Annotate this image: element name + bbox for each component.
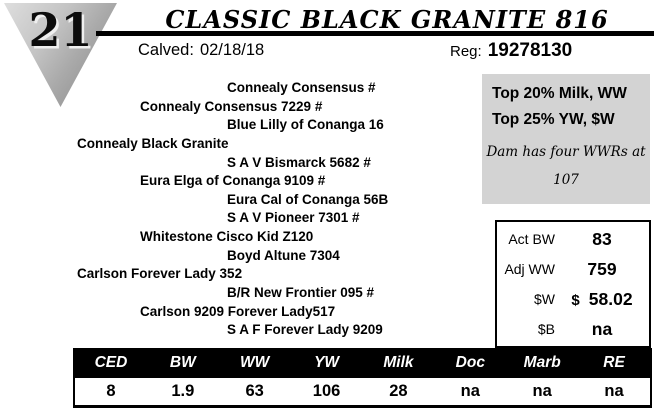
stats-box: Act BW 83 Adj WW 759 $W $58.02 $B na [495, 220, 651, 348]
stat-value: 83 [555, 229, 649, 250]
epd-header-cell: CED [94, 354, 128, 371]
pedigree-entry: Whitestone Cisco Kid Z120 [140, 229, 314, 245]
registration-row: Reg: 19278130 [450, 40, 572, 62]
epd-value-cell: 28 [389, 382, 408, 400]
epd-header-cell: RE [603, 354, 625, 371]
epd-value-cell: na [532, 382, 552, 400]
epd-table: CED BW WW YW Milk Doc Marb RE 8 1.9 63 106 28 na na na [73, 348, 652, 408]
pedigree-entry: S A V Bismarck 5682 # [227, 154, 371, 170]
calved-label: Calved: [138, 41, 194, 59]
pedigree-entry: S A V Pioneer 7301 # [227, 210, 360, 226]
dam-note-line2: 107 [553, 172, 579, 188]
pedigree-entry: Carlson Forever Lady 352 [77, 266, 243, 282]
stat-value-number: 759 [587, 258, 617, 279]
pedigree-entry: Eura Cal of Conanga 56B [227, 191, 389, 207]
epd-value-cell: na [460, 382, 480, 400]
reg-number: 19278130 [487, 40, 573, 61]
epd-value-cell: 1.9 [171, 382, 195, 400]
highlight-line: Top 25% YW, $W [492, 111, 615, 128]
epd-header-row: CED BW WW YW Milk Doc Marb RE [75, 348, 650, 378]
stat-value-number: na [591, 318, 613, 339]
stat-label: $B [537, 321, 555, 337]
epd-value-cell: 63 [245, 382, 264, 400]
pedigree-entry: Boyd Altune 7304 [227, 247, 340, 263]
stat-label: Adj WW [504, 261, 555, 277]
epd-value-row: 8 1.9 63 106 28 na na na [75, 378, 650, 405]
reg-label: Reg: [450, 43, 482, 60]
dam-note-line1: Dam has four WWRs at [486, 144, 646, 160]
pedigree: Connealy Consensus # Connealy Consensus 7… [0, 79, 482, 340]
stat-label: $W [534, 291, 555, 307]
epd-value-cell: 8 [106, 382, 116, 400]
highlights-box: Top 20% Milk, WW Top 25% YW, $W Dam has f… [482, 74, 650, 204]
epd-header-cell: Doc [455, 354, 485, 371]
pedigree-entry: B/R New Frontier 095 # [227, 285, 375, 301]
stat-label: Act BW [508, 231, 555, 247]
pedigree-entry: Eura Elga of Conanga 9109 # [140, 173, 326, 189]
stat-row: $W $58.02 [497, 285, 649, 314]
epd-header-cell: BW [169, 354, 196, 371]
dollar-prefix: $ [571, 291, 580, 309]
stat-value: 759 [555, 259, 649, 280]
stat-value-number: 83 [592, 228, 612, 249]
calved-date: 02/18/18 [199, 41, 265, 59]
pedigree-entry: Connealy Black Granite [77, 135, 229, 151]
pedigree-entry: S A F Forever Lady 9209 [227, 322, 383, 338]
epd-header-cell: YW [314, 354, 340, 371]
pedigree-entry: Carlson 9209 Forever Lady517 [140, 303, 336, 319]
dam-note: Dam has four WWRs at 107 [482, 138, 650, 194]
stat-row: Adj WW 759 [497, 255, 649, 284]
stat-value: na [555, 319, 649, 340]
pedigree-entry: Blue Lilly of Conanga 16 [227, 117, 384, 133]
epd-value-cell: na [604, 382, 624, 400]
title-underline [96, 31, 654, 36]
lot-number: 21 [28, 3, 93, 57]
pedigree-entry: Connealy Consensus # [227, 80, 376, 95]
stat-value: $58.02 [555, 289, 649, 310]
epd-header-cell: Milk [383, 354, 414, 371]
epd-header-cell: WW [240, 354, 270, 371]
stat-value-number: 58.02 [588, 288, 633, 309]
epd-value-cell: 106 [312, 382, 341, 400]
highlight-line: Top 20% Milk, WW [492, 85, 627, 102]
epd-header-cell: Marb [523, 354, 561, 371]
calved-row: Calved: 02/18/18 [138, 41, 264, 60]
pedigree-entry: Connealy Consensus 7229 # [140, 98, 323, 114]
stat-row: Act BW 83 [497, 225, 649, 254]
animal-name-title: CLASSIC BLACK GRANITE 816 [165, 5, 609, 34]
highlight-lines: Top 20% Milk, WW Top 25% YW, $W [482, 81, 650, 133]
stat-row: $B na [497, 315, 649, 344]
